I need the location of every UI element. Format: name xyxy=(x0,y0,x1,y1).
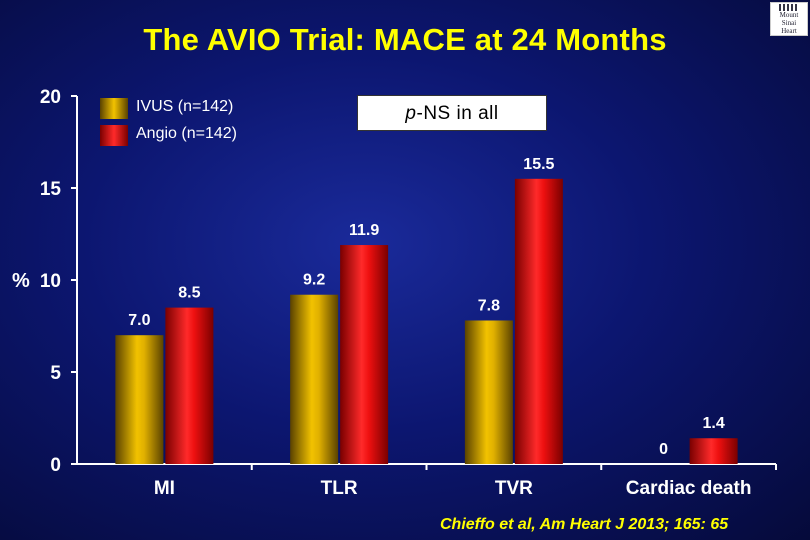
data-label-ivus: 9.2 xyxy=(303,272,325,289)
data-label-ivus: 0 xyxy=(659,441,668,458)
citation: Chieffo et al, Am Heart J 2013; 165: 65 xyxy=(440,516,729,533)
mount-sinai-logo: Mount Sinai Heart xyxy=(770,2,808,36)
bar-angio xyxy=(340,245,389,464)
y-tick-label: 10 xyxy=(40,271,61,292)
p-value-prefix: p xyxy=(405,103,417,124)
p-value-note: p-NS in all xyxy=(357,95,547,131)
bar-angio xyxy=(514,178,563,465)
chart-title: The AVIO Trial: MACE at 24 Months xyxy=(143,22,667,57)
data-label-angio: 15.5 xyxy=(523,156,554,173)
bar-ivus xyxy=(290,294,339,464)
data-label-angio: 1.4 xyxy=(703,415,725,432)
data-label-ivus: 7.0 xyxy=(128,312,150,329)
x-tick-label: TLR xyxy=(321,478,358,499)
bar-ivus xyxy=(464,320,513,464)
y-axis-label: % xyxy=(12,270,30,292)
y-tick-label: 5 xyxy=(50,363,61,384)
bar-angio xyxy=(689,438,738,464)
y-tick-label: 15 xyxy=(40,179,62,200)
y-tick-label: 0 xyxy=(50,455,61,476)
legend-label-ivus: IVUS (n=142) xyxy=(136,98,234,115)
p-value-text: -NS in all xyxy=(416,103,499,124)
data-label-angio: 11.9 xyxy=(349,222,379,239)
x-tick-label: TVR xyxy=(495,478,533,499)
building-logo-icon xyxy=(779,4,799,11)
legend-label-angio: Angio (n=142) xyxy=(136,125,237,142)
logo-line-1: Mount xyxy=(779,11,799,19)
x-tick-label: MI xyxy=(154,478,175,499)
logo-line-3: Heart xyxy=(781,27,797,35)
legend-swatch-ivus xyxy=(100,98,128,119)
logo-line-2: Sinai xyxy=(781,19,797,27)
data-label-angio: 8.5 xyxy=(178,285,200,302)
data-label-ivus: 7.8 xyxy=(478,297,500,314)
legend-swatch-angio xyxy=(100,125,128,146)
y-tick-label: 20 xyxy=(40,87,61,108)
bar-angio xyxy=(165,307,214,464)
x-tick-label: Cardiac death xyxy=(626,478,752,499)
bar-ivus xyxy=(115,335,164,464)
